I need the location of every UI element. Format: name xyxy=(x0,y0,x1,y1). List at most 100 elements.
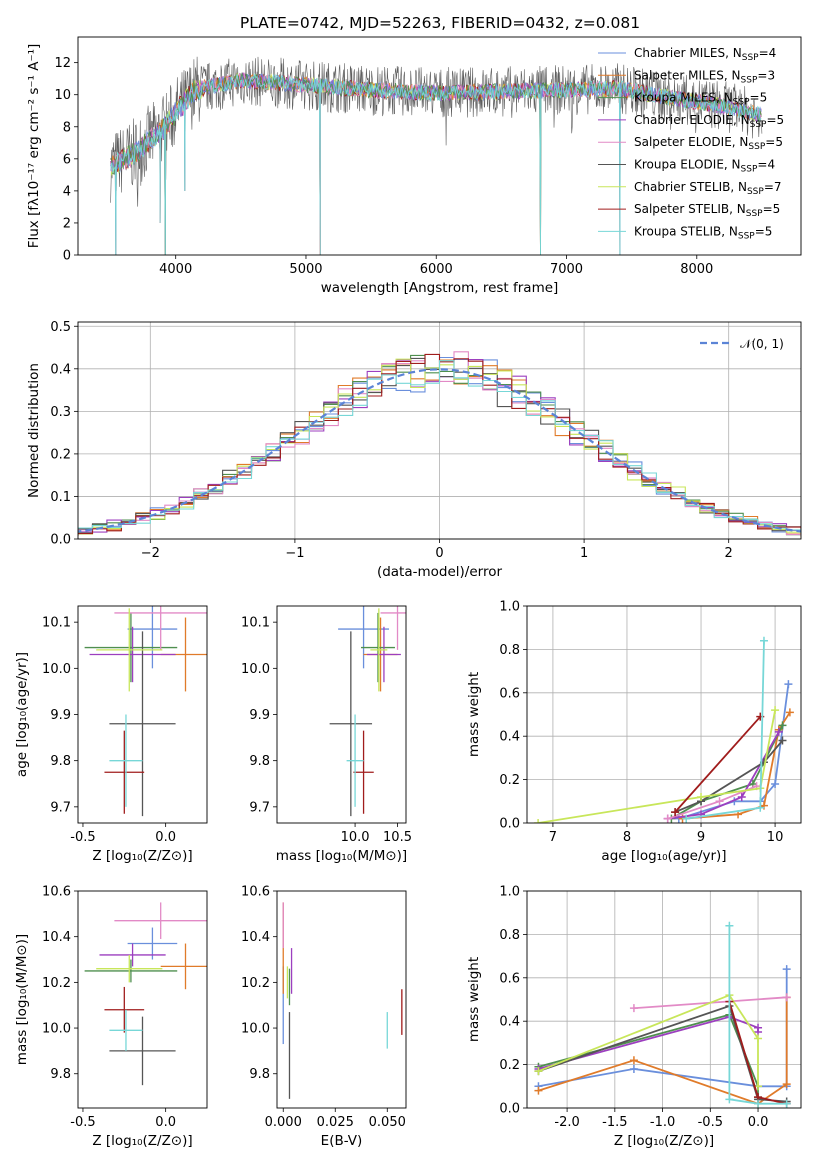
x-tick-label: -1.0 xyxy=(650,1115,675,1130)
weight-marker xyxy=(756,803,765,812)
y-tick-label: 10 xyxy=(54,88,71,103)
y-tick-label: 10.4 xyxy=(241,930,270,945)
x-axis-label: Z [log₁₀(Z/Z⊙)] xyxy=(614,1133,714,1149)
axes-frame xyxy=(77,36,802,256)
x-tick-label: 2 xyxy=(725,546,733,561)
x-tick-label: 0.0 xyxy=(748,1115,769,1130)
y-tick-label: 0.6 xyxy=(499,971,520,986)
legend-label: Chabrier MILES, NSSP=4 xyxy=(634,46,776,63)
y-tick-label: 1.0 xyxy=(499,600,520,615)
y-tick-label: 9.7 xyxy=(249,800,270,815)
y-tick-label: 0.3 xyxy=(50,405,71,420)
plot-area xyxy=(282,902,403,1099)
spectrum-line xyxy=(110,56,763,255)
y-tick-label: 0.4 xyxy=(499,1015,520,1030)
weight-marker xyxy=(754,1099,763,1108)
y-tick-label: 10.0 xyxy=(42,662,71,677)
x-tick-label: 0.0 xyxy=(155,830,176,845)
weight-marker xyxy=(629,1004,638,1013)
weight-marker xyxy=(725,921,734,930)
weight-marker xyxy=(782,993,791,1002)
axes-frame xyxy=(77,605,208,824)
weight-line xyxy=(537,710,776,823)
x-tick-label: -0.5 xyxy=(70,830,95,845)
y-tick-label: 9.7 xyxy=(50,800,71,815)
weight-marker xyxy=(782,1099,791,1108)
weight-line xyxy=(728,925,787,1105)
weight-marker xyxy=(778,736,787,745)
x-tick-label: −1 xyxy=(285,546,304,561)
legend-label: Kroupa STELIB, NSSP=5 xyxy=(634,224,772,241)
y-tick-label: 10.6 xyxy=(241,885,270,900)
axes-frame xyxy=(526,890,802,1109)
weight-marker xyxy=(663,814,672,823)
weight-marker xyxy=(778,721,787,730)
y-tick-label: 0.1 xyxy=(50,490,71,505)
axes-frame xyxy=(276,890,407,1109)
x-tick-label: 1 xyxy=(580,546,588,561)
axes-frame xyxy=(77,321,802,540)
y-tick-label: 0.2 xyxy=(50,447,71,462)
x-tick-label: 4000 xyxy=(159,262,192,277)
y-tick-label: 10.6 xyxy=(42,885,71,900)
y-tick-label: 8 xyxy=(63,120,71,135)
weight-marker xyxy=(774,727,783,736)
y-axis-label: age [log₁₀(age/yr)] xyxy=(14,652,30,777)
legend-label: 𝒩(0, 1) xyxy=(740,337,784,351)
weight-marker xyxy=(782,1080,791,1089)
x-tick-label: -1.5 xyxy=(602,1115,627,1130)
x-tick-label: 10 xyxy=(767,830,784,845)
weight-line xyxy=(674,716,761,813)
weight-marker xyxy=(629,1064,638,1073)
x-tick-label: −2 xyxy=(141,546,160,561)
weight-marker xyxy=(754,1034,763,1043)
weight-marker xyxy=(759,636,768,645)
y-axis-label: mass [log₁₀(M/M⊙)] xyxy=(14,934,30,1065)
plot-area xyxy=(84,606,207,817)
y-tick-label: 0.6 xyxy=(499,686,520,701)
x-tick-label: 7 xyxy=(549,830,557,845)
y-tick-label: 0.4 xyxy=(499,730,520,745)
weight-marker xyxy=(771,779,780,788)
y-tick-label: 10.0 xyxy=(42,1022,71,1037)
x-tick-label: 0 xyxy=(435,546,443,561)
weight-marker xyxy=(782,965,791,974)
legend-label: Salpeter ELODIE, NSSP=5 xyxy=(634,135,783,152)
x-tick-label: 10.0 xyxy=(341,830,370,845)
y-axis-label: Flux [fλ10⁻¹⁷ erg cm⁻² s⁻¹ A⁻¹] xyxy=(26,44,42,249)
x-axis-label: E(B-V) xyxy=(321,1133,363,1149)
y-tick-label: 6 xyxy=(63,152,71,167)
x-tick-label: -2.0 xyxy=(554,1115,579,1130)
y-tick-label: 0.0 xyxy=(499,1102,520,1117)
legend-label: Salpeter MILES, NSSP=3 xyxy=(634,68,775,85)
y-axis-label: mass weight xyxy=(466,957,482,1042)
weight-marker xyxy=(534,819,543,823)
weight-marker xyxy=(785,708,794,717)
x-tick-label: 0.050 xyxy=(369,1115,406,1130)
figure-title: PLATE=0742, MJD=52263, FIBERID=0432, z=0… xyxy=(240,14,640,32)
y-tick-label: 0.5 xyxy=(50,320,71,335)
y-tick-label: 0.0 xyxy=(499,817,520,832)
x-tick-label: 6000 xyxy=(420,262,453,277)
weight-marker xyxy=(671,808,680,817)
legend-label: Chabrier STELIB, NSSP=7 xyxy=(634,180,782,197)
y-tick-label: 9.8 xyxy=(50,754,71,769)
y-axis-label: Normed distribution xyxy=(26,363,42,498)
x-axis-label: age [log₁₀(age/yr)] xyxy=(601,848,726,864)
y-tick-label: 9.8 xyxy=(50,1067,71,1082)
x-axis-label: mass [log₁₀(M/M⊙)] xyxy=(276,848,407,864)
axes-frame xyxy=(276,605,407,824)
y-tick-label: 1.0 xyxy=(499,885,520,900)
y-tick-label: 9.9 xyxy=(50,708,71,723)
y-tick-label: 2 xyxy=(63,216,71,231)
y-tick-label: 10.4 xyxy=(42,930,71,945)
x-axis-label: Z [log₁₀(Z/Z⊙)] xyxy=(92,1133,192,1149)
weight-marker xyxy=(737,792,746,801)
weight-line xyxy=(674,739,784,813)
weight-marker xyxy=(534,1086,543,1095)
x-tick-label: 9 xyxy=(697,830,705,845)
x-tick-label: 10.5 xyxy=(383,830,412,845)
legend-label: Salpeter STELIB, NSSP=5 xyxy=(634,202,780,219)
y-tick-label: 0.0 xyxy=(50,533,71,548)
